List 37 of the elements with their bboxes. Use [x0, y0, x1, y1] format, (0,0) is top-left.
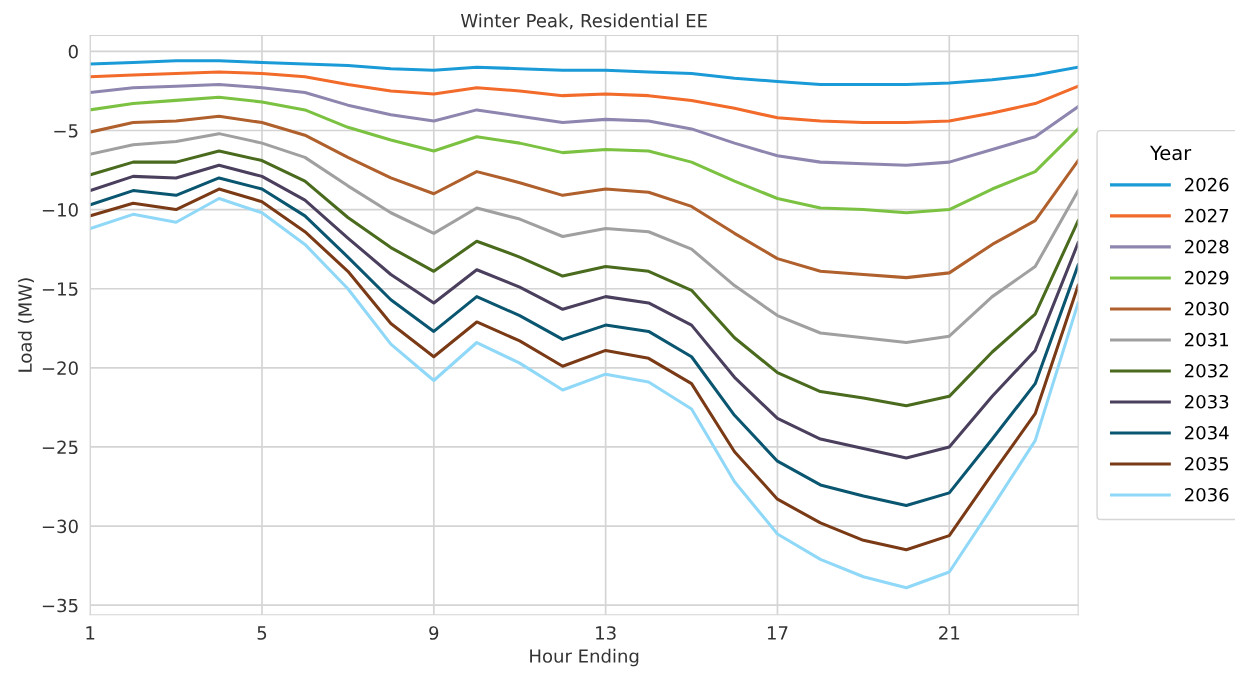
- legend-label: 2036: [1185, 487, 1229, 502]
- y-axis-title: Load (MW): [17, 278, 35, 372]
- legend-label: 2035: [1185, 456, 1229, 471]
- y-tick-label: 0: [68, 44, 78, 59]
- x-tick-label: 17: [767, 626, 788, 640]
- legend-label: 2029: [1185, 270, 1229, 285]
- legend-label: 2028: [1185, 239, 1229, 254]
- line-series: [90, 114, 1079, 280]
- y-tick-label: −25: [42, 440, 78, 455]
- x-tick-label: 5: [257, 626, 267, 640]
- chart-title: Winter Peak, Residential EE: [460, 13, 707, 30]
- line-series: [90, 132, 1079, 345]
- legend-label: 2031: [1185, 332, 1229, 347]
- x-tick-label: 21: [939, 626, 960, 640]
- legend-title: Year: [1149, 145, 1192, 161]
- y-tick-label: −35: [42, 598, 78, 613]
- line-series: [90, 59, 1079, 87]
- legend-label: 2026: [1185, 177, 1229, 192]
- legend-label: 2034: [1185, 425, 1229, 440]
- y-tick-label: −20: [42, 361, 78, 375]
- line-series: [90, 83, 1079, 167]
- line-series: [90, 163, 1079, 460]
- x-tick-label: 13: [596, 626, 616, 640]
- x-axis-title: Hour Ending: [530, 648, 639, 667]
- x-tick-label: 9: [429, 626, 439, 640]
- line-series: [90, 95, 1079, 215]
- legend-label: 2032: [1185, 363, 1228, 378]
- legend-label: 2033: [1185, 394, 1229, 409]
- legend-label: 2027: [1185, 208, 1229, 223]
- y-tick-label: −30: [42, 519, 78, 534]
- x-tick-label: 1: [86, 626, 95, 640]
- y-tick-label: −15: [42, 282, 78, 296]
- line-series: [90, 70, 1079, 125]
- line-series: [90, 149, 1079, 408]
- y-tick-label: −10: [42, 203, 78, 217]
- legend-label: 2030: [1185, 301, 1229, 316]
- y-tick-label: −5: [54, 124, 78, 138]
